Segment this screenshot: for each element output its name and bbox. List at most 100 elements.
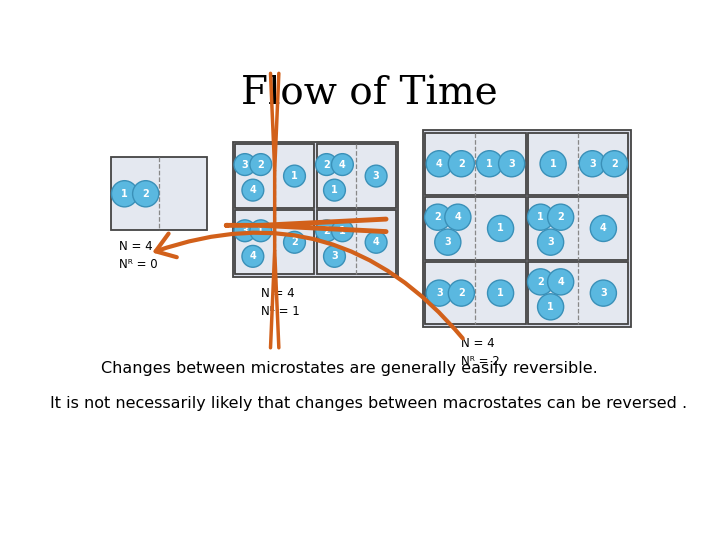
Text: 2: 2 — [537, 277, 544, 287]
Text: 3: 3 — [241, 226, 248, 236]
Text: 2: 2 — [323, 226, 330, 236]
FancyBboxPatch shape — [528, 197, 629, 260]
Text: 1: 1 — [498, 224, 504, 233]
FancyBboxPatch shape — [317, 144, 396, 208]
Text: 1: 1 — [331, 185, 338, 195]
Text: 2: 2 — [458, 288, 464, 298]
Circle shape — [234, 220, 256, 242]
Text: 3: 3 — [241, 159, 248, 170]
Circle shape — [425, 204, 451, 230]
Text: 1: 1 — [547, 302, 554, 312]
FancyArrowPatch shape — [156, 233, 463, 339]
Text: 3: 3 — [373, 171, 379, 181]
Text: Changes between microstates are generally easily reversible.: Changes between microstates are generall… — [102, 361, 598, 376]
Circle shape — [540, 151, 566, 177]
Text: 2: 2 — [611, 159, 618, 168]
Circle shape — [487, 215, 513, 241]
Text: 2: 2 — [143, 189, 149, 199]
Text: 2: 2 — [291, 237, 298, 247]
FancyBboxPatch shape — [317, 211, 396, 274]
Circle shape — [323, 179, 346, 201]
Circle shape — [590, 280, 616, 306]
Text: 4: 4 — [557, 277, 564, 287]
Circle shape — [548, 269, 574, 295]
FancyBboxPatch shape — [111, 157, 207, 231]
Text: 3: 3 — [331, 251, 338, 261]
Circle shape — [601, 151, 628, 177]
Circle shape — [250, 220, 271, 242]
Circle shape — [284, 165, 305, 187]
Text: 2: 2 — [434, 212, 441, 222]
Circle shape — [365, 231, 387, 253]
Circle shape — [590, 215, 616, 241]
Circle shape — [426, 151, 452, 177]
Circle shape — [498, 151, 525, 177]
Text: 2: 2 — [258, 159, 264, 170]
Text: 1: 1 — [486, 159, 493, 168]
Text: 4: 4 — [454, 212, 462, 222]
Circle shape — [315, 220, 338, 242]
Circle shape — [487, 280, 513, 306]
Text: N = 4
Nᴿ = 2: N = 4 Nᴿ = 2 — [462, 336, 500, 368]
FancyBboxPatch shape — [528, 132, 629, 195]
Text: 3: 3 — [589, 159, 595, 168]
Text: 1: 1 — [537, 212, 544, 222]
Circle shape — [477, 151, 503, 177]
Text: Flow of Time: Flow of Time — [240, 76, 498, 112]
Text: 2: 2 — [557, 212, 564, 222]
Circle shape — [435, 229, 461, 255]
Text: 4: 4 — [250, 251, 256, 261]
Text: N = 4
Nᴿ = 0: N = 4 Nᴿ = 0 — [119, 240, 158, 272]
Circle shape — [426, 280, 452, 306]
Text: 4: 4 — [373, 237, 379, 247]
Circle shape — [449, 280, 474, 306]
FancyBboxPatch shape — [426, 262, 526, 325]
Circle shape — [234, 154, 256, 176]
Circle shape — [112, 181, 138, 207]
Text: 1: 1 — [339, 226, 346, 236]
FancyBboxPatch shape — [423, 130, 631, 327]
Text: 4: 4 — [600, 224, 607, 233]
Text: It is not necessarily likely that changes between macrostates can be reversed .: It is not necessarily likely that change… — [50, 396, 688, 411]
Text: 1: 1 — [121, 189, 128, 199]
FancyBboxPatch shape — [235, 144, 315, 208]
Circle shape — [538, 229, 564, 255]
Text: 2: 2 — [323, 159, 330, 170]
FancyBboxPatch shape — [528, 262, 629, 325]
Circle shape — [250, 154, 271, 176]
Text: 4: 4 — [436, 159, 443, 168]
Circle shape — [580, 151, 606, 177]
Text: N = 4
Nᴿ = 1: N = 4 Nᴿ = 1 — [261, 287, 300, 318]
Circle shape — [284, 231, 305, 253]
Text: 3: 3 — [508, 159, 515, 168]
Circle shape — [365, 165, 387, 187]
Text: 4: 4 — [250, 185, 256, 195]
Circle shape — [528, 204, 554, 230]
Text: 3: 3 — [547, 237, 554, 247]
Circle shape — [528, 269, 554, 295]
Circle shape — [242, 246, 264, 267]
Circle shape — [548, 204, 574, 230]
FancyBboxPatch shape — [426, 132, 526, 195]
Text: 3: 3 — [436, 288, 443, 298]
Circle shape — [445, 204, 471, 230]
Text: 1: 1 — [258, 226, 264, 236]
Text: 1: 1 — [291, 171, 298, 181]
Text: 2: 2 — [458, 159, 464, 168]
Text: 4: 4 — [339, 159, 346, 170]
Circle shape — [538, 294, 564, 320]
FancyBboxPatch shape — [426, 197, 526, 260]
Circle shape — [331, 220, 354, 242]
Text: 1: 1 — [550, 159, 557, 168]
Text: 3: 3 — [444, 237, 451, 247]
Circle shape — [132, 181, 159, 207]
Circle shape — [331, 154, 354, 176]
Circle shape — [315, 154, 338, 176]
Text: 3: 3 — [600, 288, 607, 298]
Circle shape — [323, 246, 346, 267]
FancyBboxPatch shape — [233, 142, 398, 276]
Text: 1: 1 — [498, 288, 504, 298]
FancyBboxPatch shape — [235, 211, 315, 274]
Circle shape — [449, 151, 474, 177]
Circle shape — [242, 179, 264, 201]
